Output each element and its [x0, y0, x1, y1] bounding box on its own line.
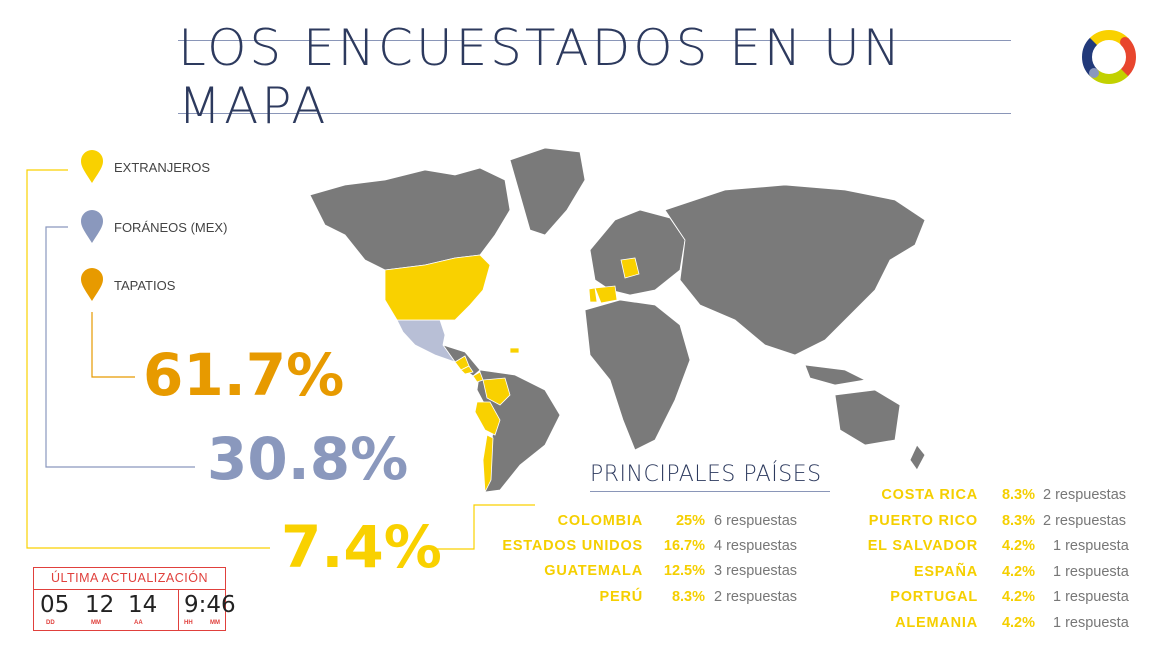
region-puerto-rico [509, 347, 520, 354]
legend-foraneos: FORÁNEOS (MEX) [80, 210, 227, 244]
region-usa [384, 254, 491, 321]
map-pin-icon [81, 268, 103, 301]
region-indonesia [804, 364, 867, 386]
region-asia [664, 184, 926, 356]
pct-extranjeros: 7.4% [281, 513, 442, 581]
region-africa [584, 299, 691, 451]
region-new-zealand [909, 444, 926, 471]
region-colombia [482, 377, 511, 406]
legend-tapatios: TAPATIOS [80, 268, 175, 302]
region-germany [620, 257, 640, 279]
region-greenland [509, 147, 586, 236]
region-canada [309, 167, 511, 271]
region-spain [594, 285, 618, 304]
legend-label: EXTRANJEROS [114, 159, 211, 175]
pct-foraneos: 30.8% [207, 425, 409, 493]
region-peru [474, 401, 501, 436]
update-month: 12 [85, 592, 115, 618]
update-day: 05 [40, 592, 70, 618]
legend-label: TAPATIOS [114, 277, 176, 293]
region-el-salvador [460, 365, 474, 375]
legend-label: FORÁNEOS (MEX) [114, 219, 228, 235]
region-europe [589, 209, 686, 296]
world-map [309, 147, 926, 494]
brand-logo-icon [1082, 29, 1136, 84]
update-year: 14 [128, 592, 158, 618]
legend-extranjeros: EXTRANJEROS [80, 150, 210, 184]
region-mexico [396, 319, 457, 363]
last-update-box: ÚLTIMA ACTUALIZACIÓN 05 12 14 9:46 DD MM… [33, 567, 236, 631]
map-pin-icon [81, 150, 103, 183]
last-update-label: ÚLTIMA ACTUALIZACIÓN [50, 571, 208, 585]
region-chile [482, 434, 494, 494]
region-portugal [588, 287, 598, 303]
map-pin-icon [81, 210, 103, 243]
region-australia [834, 389, 901, 446]
update-time: 9:46 [184, 592, 236, 618]
pct-tapatios: 61.7% [143, 341, 345, 409]
principales-title: PRINCIPALES PAÍSES [590, 462, 830, 492]
